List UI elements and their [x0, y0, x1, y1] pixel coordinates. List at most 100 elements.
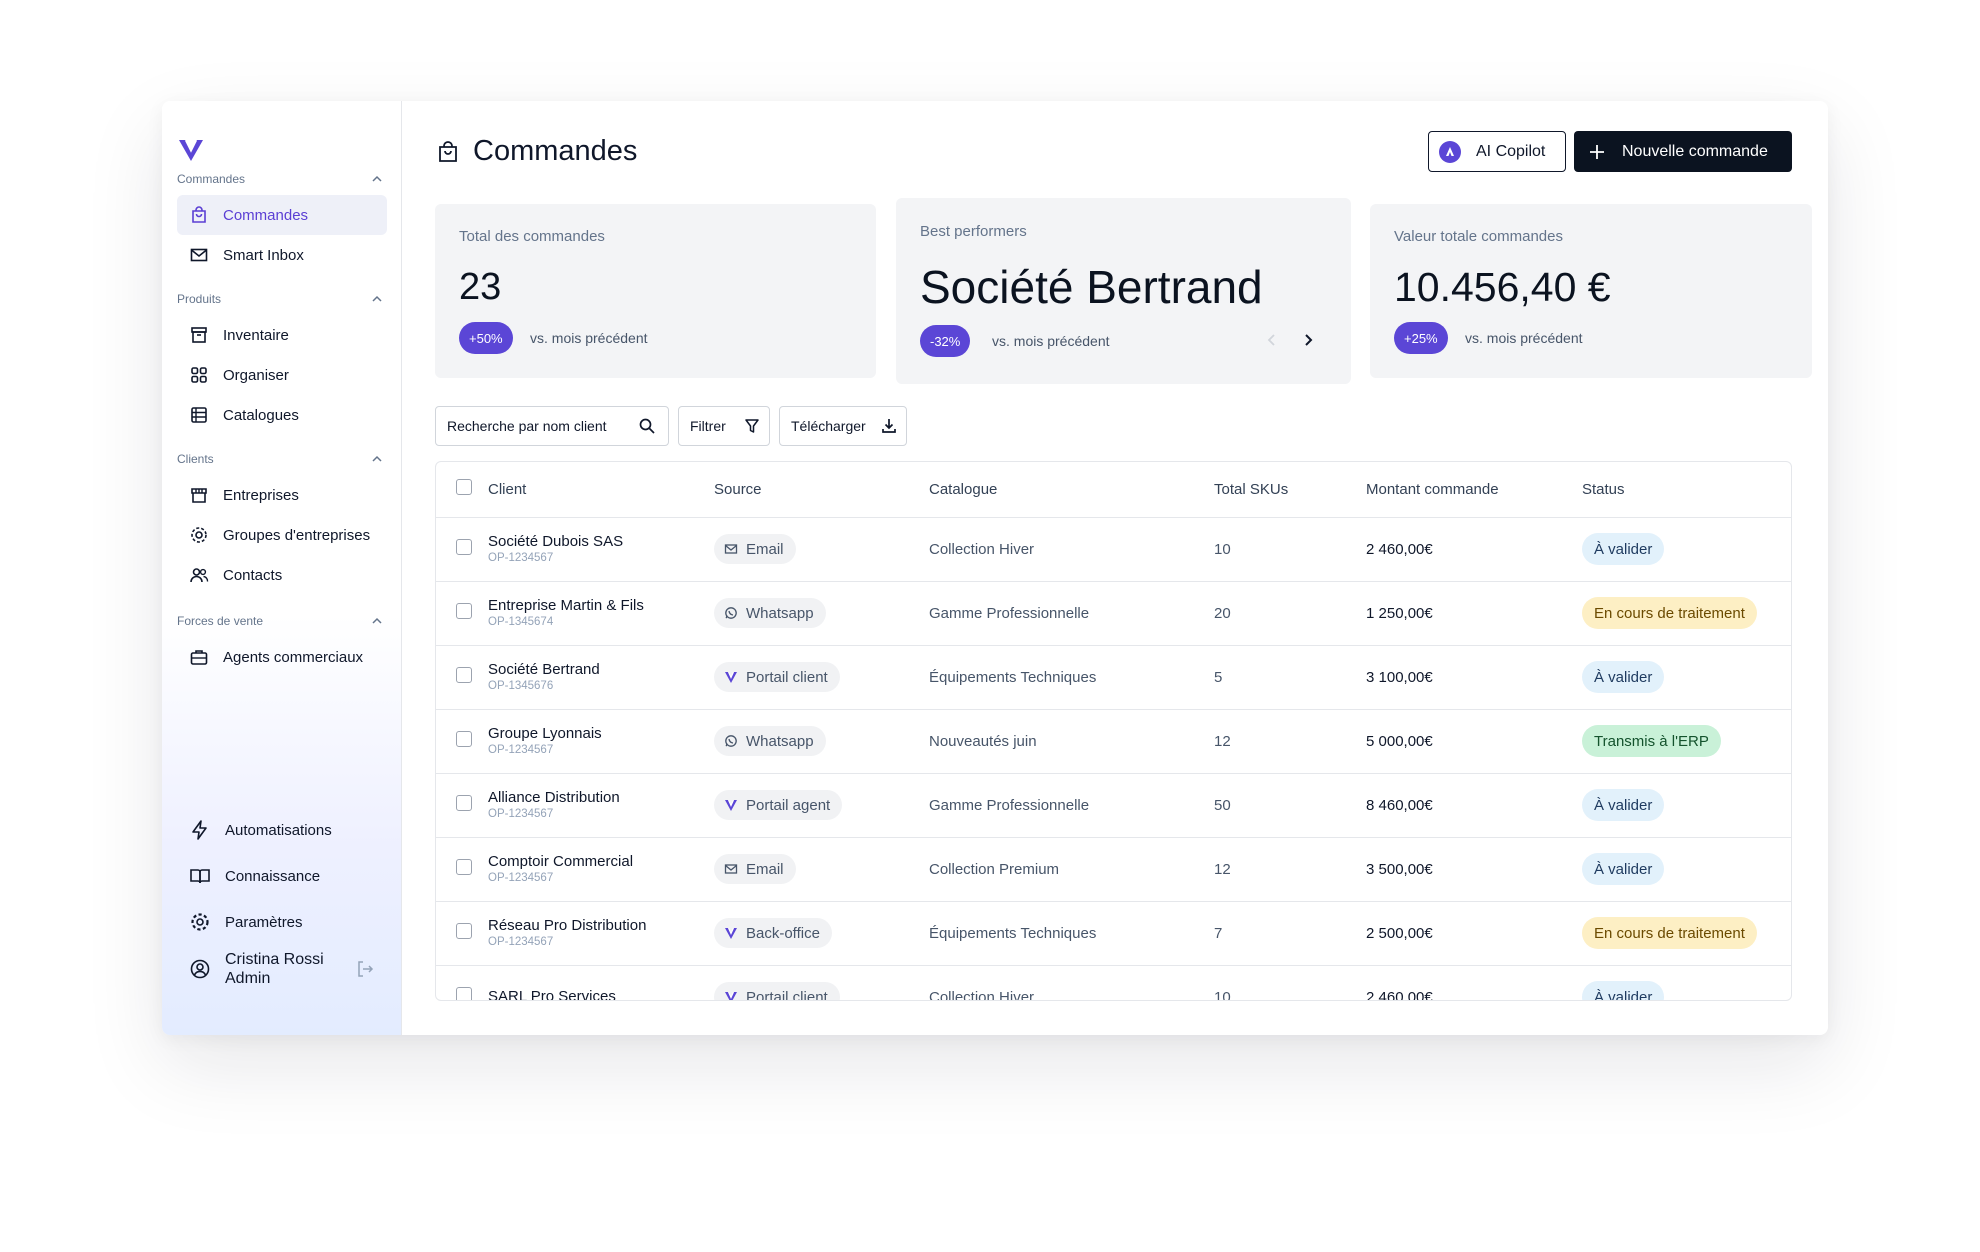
row-checkbox[interactable]	[456, 731, 472, 747]
new-order-button[interactable]: Nouvelle commande	[1574, 131, 1792, 172]
shopping-bag-icon	[192, 206, 206, 223]
sidebar-item-automatisations[interactable]: Automatisations	[177, 807, 387, 853]
chevron-left-icon[interactable]	[1264, 332, 1280, 348]
row-checkbox[interactable]	[456, 539, 472, 555]
section-toggle-produits[interactable]: Produits	[177, 291, 387, 307]
sidebar-item-smart-inbox[interactable]: Smart Inbox	[177, 235, 387, 275]
filter-button[interactable]: Filtrer	[678, 406, 770, 446]
row-checkbox[interactable]	[456, 667, 472, 683]
download-label: Télécharger	[791, 418, 866, 434]
table-row[interactable]: Société Bertrand OP-1345676 Portail clien…	[436, 645, 1791, 710]
page-header: Commandes	[435, 135, 637, 168]
source-label: Whatsapp	[746, 732, 814, 750]
kpi-value: 10.456,40 €	[1394, 264, 1611, 310]
search-input[interactable]: Recherche par nom client	[435, 406, 669, 446]
kpi-vs-text: vs. mois précédent	[530, 330, 648, 346]
montant-cell: 3 100,00€	[1366, 645, 1582, 710]
ai-copilot-button[interactable]: AI Copilot	[1428, 131, 1566, 172]
column-header-status[interactable]: Status	[1582, 462, 1791, 518]
portal-icon	[724, 926, 746, 940]
chevron-up-icon[interactable]	[371, 173, 383, 185]
nav-section-commandes: Commandes Commandes Smart Inbox	[177, 171, 387, 275]
kpi-vs-text: vs. mois précédent	[992, 333, 1110, 349]
gear-icon	[191, 913, 209, 931]
table-row[interactable]: Comptoir Commercial OP-1234567 Email Coll…	[436, 837, 1791, 902]
table-row[interactable]: Entreprise Martin & Fils OP-1345674 Whats…	[436, 581, 1791, 646]
order-id: OP-1345676	[488, 679, 554, 692]
section-toggle-commandes[interactable]: Commandes	[177, 171, 387, 187]
mail-icon	[724, 862, 746, 876]
chevron-right-icon[interactable]	[1300, 332, 1316, 348]
column-header-source[interactable]: Source	[714, 462, 929, 518]
column-header-catalogue[interactable]: Catalogue	[929, 462, 1214, 518]
chevron-up-icon[interactable]	[371, 453, 383, 465]
skus-cell: 12	[1214, 837, 1366, 902]
client-name: Comptoir Commercial	[488, 852, 634, 870]
select-all-checkbox[interactable]	[456, 479, 472, 496]
sidebar-item-label: Smart Inbox	[223, 246, 304, 264]
row-checkbox[interactable]	[456, 603, 472, 619]
montant-cell: 3 500,00€	[1366, 837, 1582, 902]
column-header-montant[interactable]: Montant commande	[1366, 462, 1582, 518]
status-badge: À valider	[1582, 661, 1665, 693]
sidebar-item-agents[interactable]: Agents commerciaux	[177, 637, 387, 677]
user-profile[interactable]: Cristina Rossi Admin	[177, 945, 387, 993]
skus-cell: 50	[1214, 773, 1366, 838]
shopping-bag-icon	[439, 140, 457, 162]
download-button[interactable]: Télécharger	[779, 406, 907, 446]
column-header-client[interactable]: Client	[488, 462, 714, 518]
user-info: Cristina Rossi Admin	[225, 950, 324, 988]
table-row[interactable]: Alliance Distribution OP-1234567 Portail …	[436, 773, 1791, 838]
section-toggle-clients[interactable]: Clients	[177, 451, 387, 467]
chevron-up-icon[interactable]	[371, 293, 383, 305]
source-chip: Back-office	[714, 918, 832, 948]
table-row[interactable]: Réseau Pro Distribution OP-1234567 Back-o…	[436, 901, 1791, 966]
sidebar-item-catalogues[interactable]: Catalogues	[177, 395, 387, 435]
sidebar-item-label: Agents commerciaux	[223, 648, 364, 666]
column-header-skus[interactable]: Total SKUs	[1214, 462, 1366, 518]
sidebar-item-label: Inventaire	[223, 326, 289, 344]
kpi-delta-badge: -32%	[920, 325, 971, 357]
client-name: Groupe Lyonnais	[488, 724, 602, 742]
sidebar-item-organiser[interactable]: Organiser	[177, 355, 387, 395]
chevron-up-icon[interactable]	[371, 615, 383, 627]
table-row[interactable]: Groupe Lyonnais OP-1234567 Whatsapp Nouve…	[436, 709, 1791, 774]
user-circle-icon	[190, 959, 210, 979]
briefcase-icon	[190, 650, 208, 665]
sidebar-item-groupes[interactable]: Groupes d'entreprises	[177, 515, 387, 555]
row-checkbox[interactable]	[456, 923, 472, 939]
logout-icon[interactable]	[355, 959, 375, 979]
sidebar-bottom-nav: Automatisations Connaissance Paramètres …	[177, 807, 387, 993]
portal-icon	[724, 798, 746, 812]
montant-cell: 8 460,00€	[1366, 773, 1582, 838]
users-icon	[190, 568, 209, 583]
kpi-card-best: Best performers Société Bertrand -32% vs…	[896, 198, 1351, 384]
row-checkbox[interactable]	[456, 987, 472, 1000]
copilot-icon	[1439, 140, 1461, 163]
sidebar-item-connaissance[interactable]: Connaissance	[177, 853, 387, 899]
brand-logo-icon[interactable]	[177, 137, 205, 163]
skus-cell: 5	[1214, 645, 1366, 710]
catalogue-cell: Équipements Techniques	[929, 645, 1214, 710]
sidebar-item-inventaire[interactable]: Inventaire	[177, 315, 387, 355]
order-id: OP-1234567	[488, 807, 554, 820]
sidebar-item-label: Organiser	[223, 366, 289, 384]
sidebar-item-label: Entreprises	[223, 486, 299, 504]
section-toggle-forces-de-vente[interactable]: Forces de vente	[177, 613, 387, 629]
table-row[interactable]: Société Dubois SAS OP-1234567 Email Colle…	[436, 517, 1791, 582]
sidebar-item-label: Contacts	[223, 566, 283, 584]
order-id: OP-1234567	[488, 871, 554, 884]
source-chip: Whatsapp	[714, 726, 826, 756]
sidebar-item-entreprises[interactable]: Entreprises	[177, 475, 387, 515]
sidebar-item-commandes[interactable]: Commandes	[177, 195, 387, 235]
source-label: Whatsapp	[746, 604, 814, 622]
table-row[interactable]: SARL Pro Services Portail client Collect…	[436, 965, 1791, 1000]
row-checkbox[interactable]	[456, 795, 472, 811]
row-checkbox[interactable]	[456, 859, 472, 875]
status-badge: À valider	[1582, 981, 1665, 1000]
skus-cell: 12	[1214, 709, 1366, 774]
sidebar-item-parametres[interactable]: Paramètres	[177, 899, 387, 945]
status-badge: Transmis à l'ERP	[1582, 725, 1721, 757]
section-title: Forces de vente	[177, 614, 264, 628]
sidebar-item-contacts[interactable]: Contacts	[177, 555, 387, 595]
